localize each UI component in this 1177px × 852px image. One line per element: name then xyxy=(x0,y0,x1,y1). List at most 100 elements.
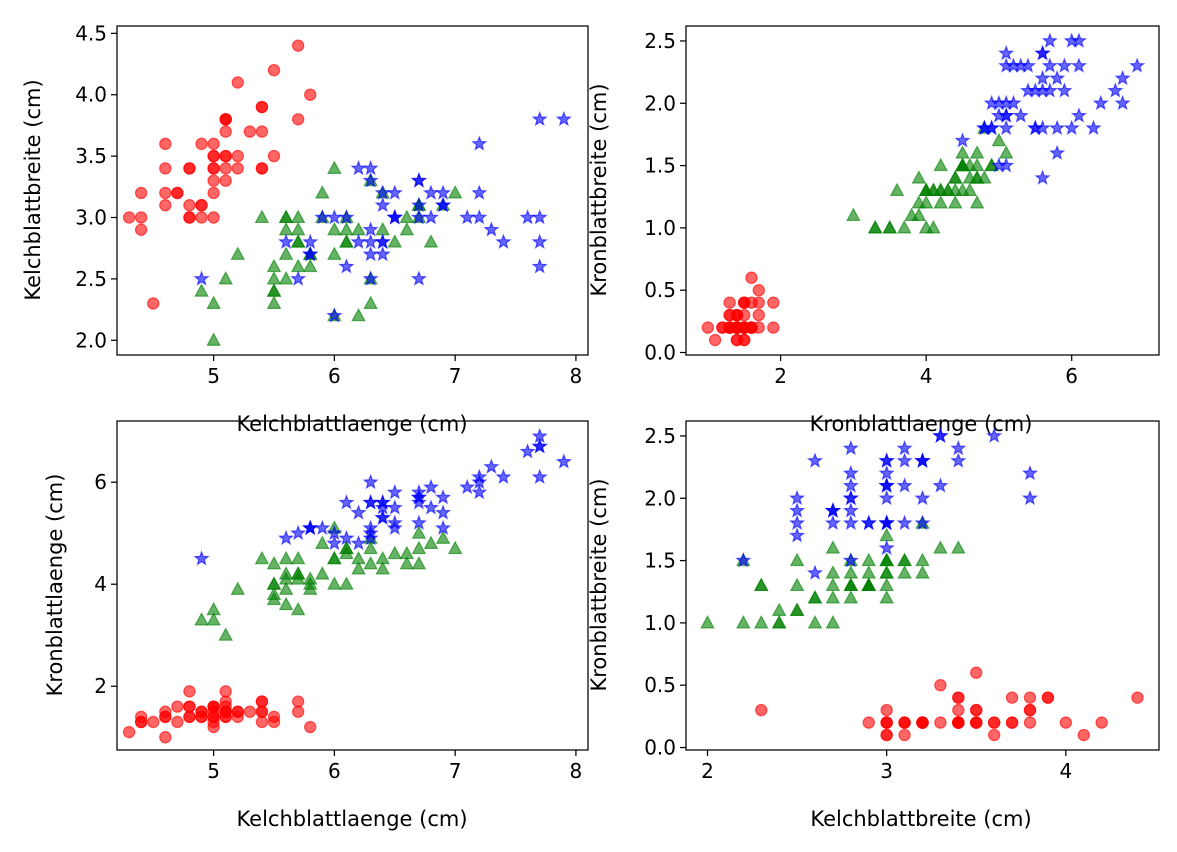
data-point-star xyxy=(1085,119,1102,136)
data-point-triangle xyxy=(897,565,912,579)
data-point-triangle xyxy=(969,157,985,172)
data-point-triangle xyxy=(218,627,233,641)
data-point-star xyxy=(531,437,548,454)
data-point-circle xyxy=(934,716,947,729)
data-point-star xyxy=(806,452,824,468)
y-tick-label: 6 xyxy=(94,470,107,494)
plot-frame xyxy=(116,420,589,751)
data-point-star xyxy=(990,107,1008,123)
x-tick-label: 3 xyxy=(880,759,893,783)
subplot-kronblattlaenge-vs-kronblattbreite: Kronblattlaenge (cm) Kronblattbreite (cm… xyxy=(587,25,1160,436)
data-point-star xyxy=(950,452,967,468)
data-point-star xyxy=(1056,57,1073,73)
data-point-circle xyxy=(987,716,1001,729)
data-point-triangle xyxy=(904,207,919,221)
data-point-triangle xyxy=(266,591,282,606)
data-point-circle xyxy=(767,296,780,309)
data-point-star xyxy=(896,439,913,456)
data-point-triangle xyxy=(969,145,985,159)
data-point-star xyxy=(806,564,824,580)
data-point-circle xyxy=(291,705,305,718)
data-point-triangle xyxy=(861,565,877,579)
data-point-star xyxy=(410,208,428,225)
data-point-star xyxy=(1049,69,1066,86)
y-tick-label: 2.0 xyxy=(644,486,676,510)
data-point-triangle xyxy=(351,221,366,236)
data-point-circle xyxy=(219,700,232,713)
data-point-triangle xyxy=(915,565,930,579)
data-points xyxy=(701,32,1146,347)
data-point-triangle xyxy=(266,283,282,297)
data-point-triangle xyxy=(290,234,306,248)
y-tick-label: 0.0 xyxy=(644,736,676,760)
data-point-triangle xyxy=(290,571,306,585)
subplot-kelchblattlaenge-vs-kronblattlaenge: Kelchblattlaenge (cm) Kronblattlaenge (c… xyxy=(43,420,589,831)
x-tick-label: 6 xyxy=(1065,364,1078,388)
data-point-triangle xyxy=(266,258,282,273)
data-point-star xyxy=(914,489,931,506)
data-point-circle xyxy=(304,720,317,734)
data-point-circle xyxy=(708,333,722,347)
data-point-star xyxy=(1114,94,1131,111)
data-point-triangle xyxy=(879,552,894,567)
data-point-triangle xyxy=(789,577,805,592)
data-point-star xyxy=(374,184,391,200)
data-point-star xyxy=(386,514,403,530)
data-point-circle xyxy=(952,703,965,717)
data-point-star xyxy=(842,552,859,568)
data-point-triangle xyxy=(447,540,463,555)
data-point-star xyxy=(410,514,428,530)
data-point-star xyxy=(422,499,440,515)
data-point-circle xyxy=(183,199,196,212)
data-point-circle xyxy=(898,716,911,729)
data-point-triangle xyxy=(290,209,306,224)
data-point-circle xyxy=(745,271,758,284)
x-tick-label: 7 xyxy=(449,364,462,388)
data-point-circle xyxy=(1095,716,1108,729)
data-point-triangle xyxy=(947,195,963,209)
data-point-star xyxy=(374,233,391,249)
data-point-star xyxy=(735,552,752,568)
data-point-circle xyxy=(1005,691,1019,704)
data-point-triangle xyxy=(278,246,294,260)
data-point-triangle xyxy=(278,209,294,224)
x-axis-label: Kelchblattlaenge (cm) xyxy=(236,412,467,436)
data-point-circle xyxy=(738,296,751,309)
y-tick-label: 4.5 xyxy=(75,21,107,45)
data-point-circle xyxy=(159,731,172,744)
data-point-star xyxy=(1012,107,1029,123)
data-point-circle xyxy=(207,162,220,175)
data-point-triangle xyxy=(933,157,948,172)
plot-frame xyxy=(685,420,1160,751)
data-point-star xyxy=(434,488,452,505)
data-point-star xyxy=(1056,82,1073,98)
data-point-star xyxy=(896,477,913,493)
data-point-triangle xyxy=(302,576,318,590)
data-point-star xyxy=(1019,57,1037,73)
data-point-circle xyxy=(183,211,196,224)
data-point-triangle xyxy=(327,221,342,236)
data-point-circle xyxy=(934,679,947,692)
data-point-star xyxy=(338,494,355,510)
data-point-star xyxy=(434,184,452,200)
data-point-triangle xyxy=(339,221,354,236)
data-point-triangle xyxy=(789,552,805,567)
data-point-star xyxy=(386,483,403,500)
data-point-circle xyxy=(898,728,911,742)
data-point-triangle xyxy=(736,615,751,629)
data-point-triangle xyxy=(327,246,342,260)
data-point-circle xyxy=(195,211,208,224)
data-point-star xyxy=(410,494,428,510)
data-point-triangle xyxy=(327,576,342,590)
x-tick-label: 4 xyxy=(1059,759,1072,783)
data-point-circle xyxy=(267,63,281,77)
data-point-circle xyxy=(159,199,172,212)
data-point-triangle xyxy=(825,565,841,579)
data-point-star xyxy=(193,550,210,566)
data-point-star xyxy=(1070,107,1088,123)
data-point-triangle xyxy=(339,576,354,590)
x-tick-label: 5 xyxy=(207,364,220,388)
data-point-circle xyxy=(862,716,875,729)
data-point-star xyxy=(483,221,500,237)
